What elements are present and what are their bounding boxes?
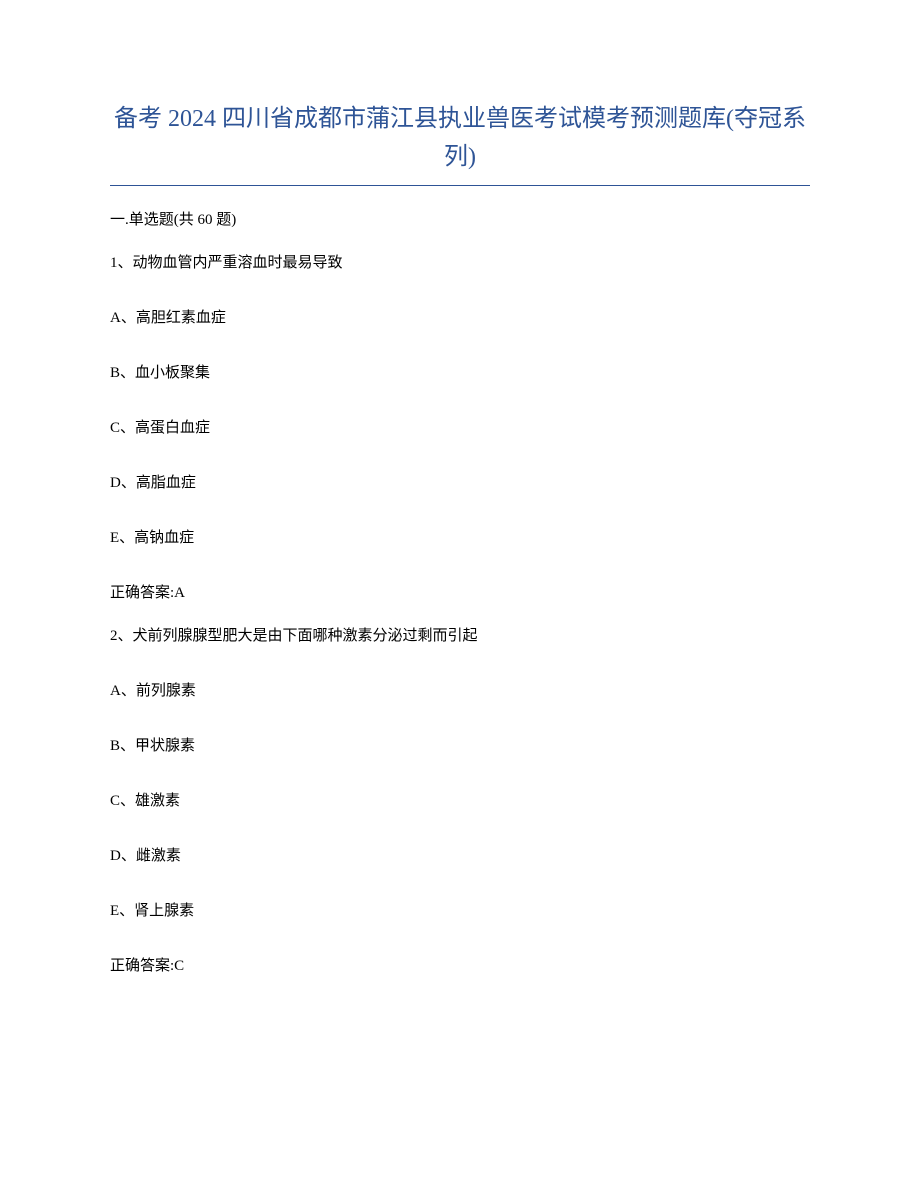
question-2-answer: 正确答案:C <box>110 954 810 975</box>
question-1-number: 1、 <box>110 255 133 271</box>
question-1-stem: 动物血管内严重溶血时最易导致 <box>133 255 343 271</box>
document-title: 备考 2024 四川省成都市蒲江县执业兽医考试模考预测题库(夺冠系列) <box>110 100 810 177</box>
question-1-option-c: C、高蛋白血症 <box>110 416 810 437</box>
question-1-option-b: B、血小板聚集 <box>110 361 810 382</box>
question-2-option-b: B、甲状腺素 <box>110 734 810 755</box>
question-1-text: 1、动物血管内严重溶血时最易导致 <box>110 251 810 272</box>
question-2-text: 2、犬前列腺腺型肥大是由下面哪种激素分泌过剩而引起 <box>110 624 810 645</box>
section-header: 一.单选题(共 60 题) <box>110 208 810 229</box>
question-2-option-a: A、前列腺素 <box>110 679 810 700</box>
question-2-option-d: D、雌激素 <box>110 844 810 865</box>
question-2-option-e: E、肾上腺素 <box>110 899 810 920</box>
question-2-option-c: C、雄激素 <box>110 789 810 810</box>
question-1-option-d: D、高脂血症 <box>110 471 810 492</box>
question-1-answer: 正确答案:A <box>110 581 810 602</box>
question-2-stem: 犬前列腺腺型肥大是由下面哪种激素分泌过剩而引起 <box>133 628 478 644</box>
title-divider <box>110 185 810 186</box>
question-2-number: 2、 <box>110 628 133 644</box>
question-1-option-e: E、高钠血症 <box>110 526 810 547</box>
question-1-option-a: A、高胆红素血症 <box>110 306 810 327</box>
